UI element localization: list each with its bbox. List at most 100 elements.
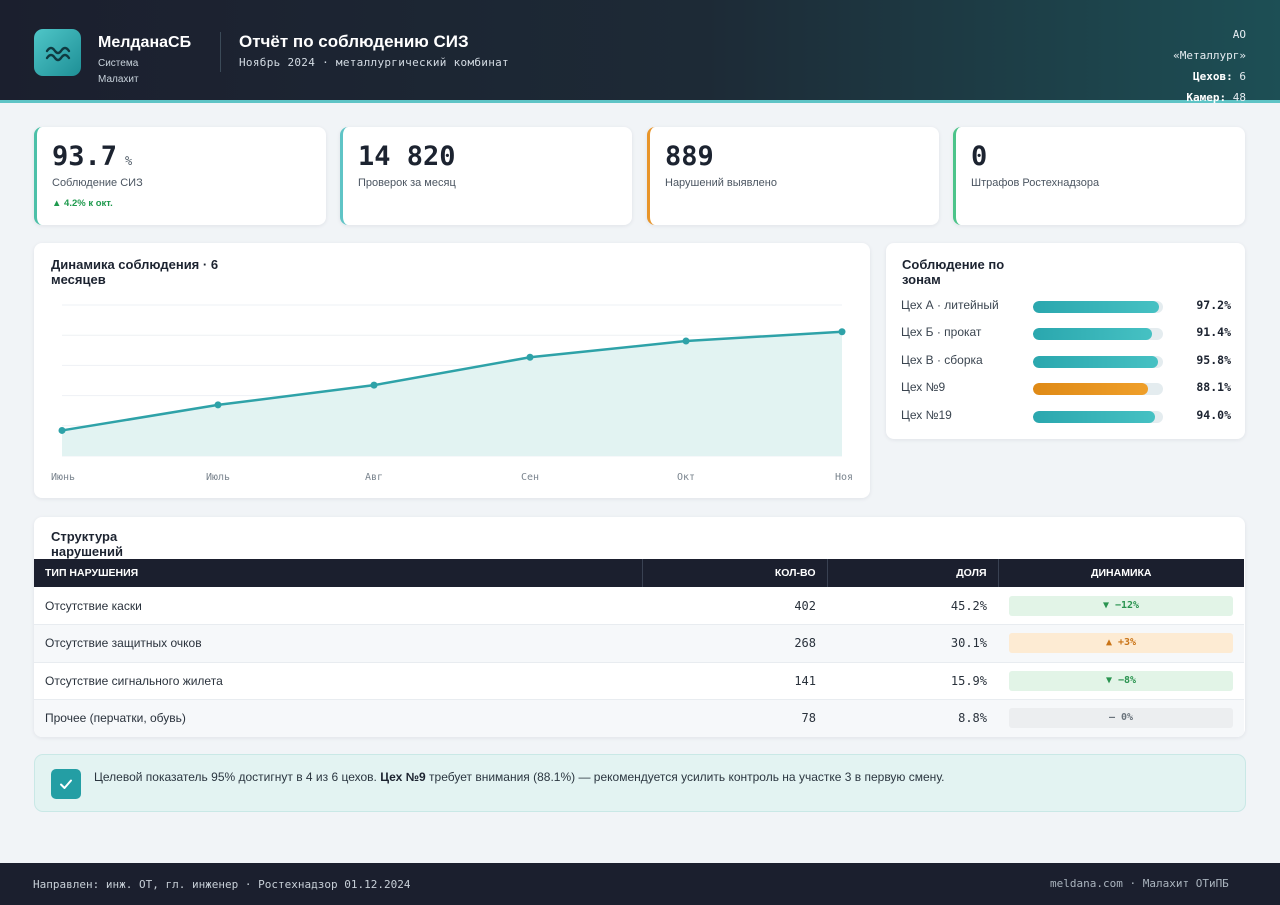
zone-name: Цех Б · прокат [901, 325, 982, 340]
zone-name: Цех В · сборка [901, 352, 983, 367]
table-row[interactable]: Прочее (перчатки, обувь) 78 8.8% — 0% [34, 699, 1244, 737]
data-point[interactable] [214, 401, 222, 409]
trend-badge: ▼ −12% [1009, 595, 1233, 616]
brand-logo [34, 29, 81, 76]
footer-source: meldana.com · Малахит ОТиПБ [1050, 877, 1229, 890]
x-tick-label: Окт [677, 472, 695, 483]
table-row[interactable]: Отсутствие сигнального жилета 141 15.9% ▼ −… [34, 662, 1244, 700]
callout-text: Целевой показатель 95% достигнут в 4 из … [94, 770, 944, 784]
dynamics-panel: Динамика соблюдения · 6 месяцев Июнь Июль… [34, 243, 870, 498]
col-share[interactable]: Доля [826, 559, 998, 587]
kpi-value: 0 [971, 141, 988, 172]
cameras-label: Камер: [1186, 91, 1227, 104]
kpi-number: 93.7 [52, 141, 118, 172]
col-count[interactable]: Кол-во [641, 559, 827, 587]
data-point[interactable] [58, 426, 66, 434]
x-tick-label: Авг [365, 472, 383, 483]
x-tick-label: Июль [206, 472, 230, 483]
brand-name: МелданаСБ [98, 34, 192, 51]
cameras-count: Камер: 48 [1173, 87, 1246, 108]
waves-icon [45, 46, 70, 61]
shops-value: 6 [1239, 70, 1246, 83]
zone-progress-bar [1033, 301, 1163, 313]
violation-share: 8.8% [827, 699, 998, 737]
violation-count: 78 [642, 699, 827, 737]
dynamics-title: Динамика соблюдения · 6 месяцев [51, 257, 219, 287]
kpi-card-compliance: 93.7% Соблюдение СИЗ ▲ 4.2% к окт. [34, 127, 326, 225]
trend-badge: ▼ −8% [1009, 670, 1233, 691]
zone-progress-fill [1033, 328, 1152, 341]
kpi-delta: ▲ 4.2% к окт. [52, 198, 113, 209]
violation-count: 268 [642, 624, 827, 663]
violation-type: Отсутствие сигнального жилета [34, 662, 642, 700]
company-name: «Металлург» [1173, 49, 1246, 62]
zone-value: 97.2% [1196, 298, 1231, 312]
violation-trend-cell: ▲ +3% [998, 624, 1244, 663]
callout-highlight: Цех №9 [380, 770, 426, 784]
violation-share: 30.1% [827, 624, 998, 663]
col-type[interactable]: Тип нарушения [34, 559, 642, 587]
x-tick-label: Ноя [835, 472, 853, 483]
trend-chart: Июнь Июль Авг Сен Окт Ноя [51, 304, 853, 483]
kpi-value: 14 820 [358, 141, 456, 172]
data-point[interactable] [838, 328, 846, 336]
data-point[interactable] [370, 381, 378, 389]
zone-progress-fill [1033, 301, 1160, 313]
zone-progress-bar [1033, 355, 1163, 368]
x-tick-label: Июнь [51, 472, 75, 483]
zone-value: 88.1% [1196, 380, 1231, 395]
kpi-label: Нарушений выявлено [665, 177, 777, 189]
zones-title: Соблюдение по зонам [902, 257, 1005, 287]
recommendation-callout: Целевой показатель 95% достигнут в 4 из … [34, 754, 1246, 812]
shops-count: Цехов: 6 [1173, 66, 1246, 87]
zone-value: 94.0% [1196, 407, 1231, 422]
violation-count: 141 [642, 662, 827, 700]
violations-table: Тип нарушения Кол-во Доля Динамика Отсут… [34, 559, 1244, 737]
zones-panel: Соблюдение по зонам Цех А · литейный 97.2… [886, 243, 1245, 439]
violation-type: Отсутствие каски [34, 587, 642, 625]
report-subtitle: Ноябрь 2024 · металлургический комбинат [239, 56, 509, 69]
shops-label: Цехов: [1193, 70, 1233, 83]
zone-value: 91.4% [1196, 325, 1231, 340]
violation-share: 15.9% [827, 662, 998, 700]
violation-trend-cell: ▼ −12% [998, 587, 1244, 625]
x-tick-label: Сен [521, 472, 539, 483]
company-info: АО «Металлург» Цехов: 6 Камер: 48 [1173, 24, 1246, 108]
kpi-value: 93.7% [52, 141, 132, 172]
violation-trend-cell: — 0% [998, 699, 1244, 737]
zone-row: Цех №9 88.1% [901, 378, 1231, 398]
table-row[interactable]: Отсутствие каски 402 45.2% ▼ −12% [34, 587, 1244, 625]
violation-count: 402 [642, 587, 827, 625]
cameras-value: 48 [1232, 91, 1246, 104]
footer-distribution: Направлен: инж. ОТ, гл. инженер · Ростех… [33, 878, 411, 891]
zone-progress-bar [1033, 328, 1163, 341]
callout-text-part: требует внимания (88.1%) — рекомендуется… [425, 770, 945, 784]
violation-trend-cell: ▼ −8% [998, 662, 1244, 700]
zone-name: Цех №19 [901, 407, 952, 422]
table-row[interactable]: Отсутствие защитных очков 268 30.1% ▲ +3% [34, 624, 1244, 663]
kpi-unit: % [125, 154, 133, 168]
kpi-card-checks: 14 820 Проверок за месяц [340, 127, 632, 225]
zone-progress-bar [1033, 410, 1163, 423]
trend-badge: — 0% [1009, 708, 1233, 729]
zone-name: Цех А · литейный [901, 298, 999, 312]
violations-panel: Структура нарушений Тип нарушения Кол-во… [34, 517, 1245, 737]
table-header-row: Тип нарушения Кол-во Доля Динамика [34, 559, 1244, 587]
data-point[interactable] [682, 337, 690, 345]
zone-name: Цех №9 [901, 380, 946, 395]
report-footer: Направлен: инж. ОТ, гл. инженер · Ростех… [0, 863, 1280, 905]
data-point[interactable] [526, 353, 534, 361]
series-line [61, 330, 843, 432]
zone-progress-bar [1033, 383, 1163, 396]
violation-type: Прочее (перчатки, обувь) [34, 699, 642, 737]
header-divider [220, 32, 221, 72]
kpi-label: Проверок за месяц [358, 177, 456, 189]
zone-progress-fill [1033, 410, 1156, 423]
violation-share: 45.2% [827, 587, 998, 625]
series-area [62, 331, 842, 456]
report-header: МелданаСБ Система Малахит Отчёт по соблю… [0, 0, 1280, 104]
zone-row: Цех А · литейный 97.2% [901, 296, 1231, 316]
kpi-card-violations: 889 Нарушений выявлено [647, 127, 939, 225]
kpi-card-fines: 0 Штрафов Ростехнадзора [953, 127, 1245, 225]
col-trend[interactable]: Динамика [997, 559, 1244, 587]
